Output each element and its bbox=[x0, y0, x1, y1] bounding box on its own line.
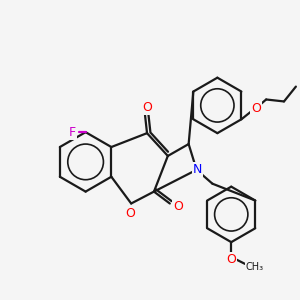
Text: O: O bbox=[125, 207, 135, 220]
Text: N: N bbox=[193, 163, 202, 176]
Text: O: O bbox=[142, 101, 152, 114]
Text: F: F bbox=[69, 126, 76, 139]
Text: CH₃: CH₃ bbox=[246, 262, 264, 272]
Text: O: O bbox=[251, 102, 261, 115]
Text: O: O bbox=[173, 200, 183, 213]
Text: O: O bbox=[226, 254, 236, 266]
